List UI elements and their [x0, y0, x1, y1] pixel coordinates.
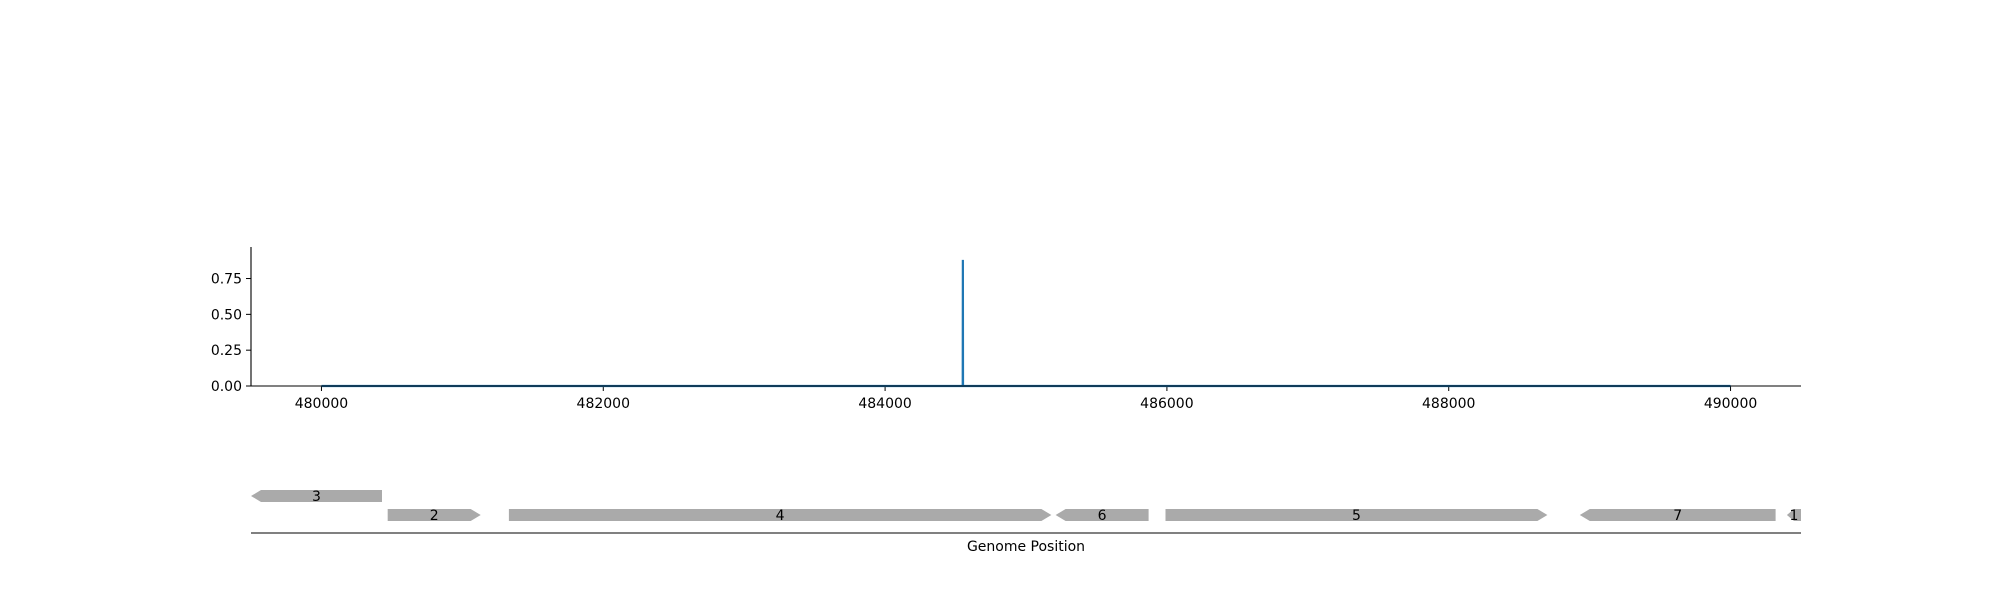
gene-label: 5: [1352, 508, 1361, 524]
x-tick-label: 486000: [1140, 396, 1193, 412]
x-tick-label: 482000: [577, 396, 630, 412]
gene-track-x-axis-label: Genome Position: [967, 539, 1085, 555]
gene-label: 2: [430, 508, 439, 524]
gene-arrow: [1786, 509, 1801, 521]
gene-label: 4: [776, 508, 785, 524]
coverage-plot: 0.00 0.25 0.50 0.75 480000 482000 484000 48600…: [211, 247, 1801, 412]
gene-label: 1: [1790, 508, 1799, 524]
gene-label: 7: [1673, 508, 1682, 524]
y-tick-label: 0.00: [211, 379, 242, 395]
gene-arrow: [1165, 509, 1548, 521]
gene-arrow: [1055, 509, 1149, 521]
y-tick-label: 0.75: [211, 272, 242, 288]
gene-arrows: 3 2 4 6 5 7 1: [251, 489, 1801, 524]
gene-arrow: [1579, 509, 1776, 521]
coverage-series-line: [321, 259, 1731, 388]
x-axis-ticks: 480000 482000 484000 486000 488000 490000: [295, 386, 1757, 412]
y-tick-label: 0.50: [211, 307, 242, 323]
gene-arrow: [508, 509, 1052, 521]
gene-label: 3: [312, 489, 321, 505]
gene-label: 6: [1098, 508, 1107, 524]
gene-arrow: [251, 490, 382, 502]
x-tick-label: 490000: [1704, 396, 1757, 412]
gene-arrow: [387, 509, 481, 521]
x-tick-label: 480000: [295, 396, 348, 412]
x-tick-label: 488000: [1422, 396, 1475, 412]
y-tick-label: 0.25: [211, 343, 242, 359]
x-tick-label: 484000: [858, 396, 911, 412]
y-axis-ticks: 0.00 0.25 0.50 0.75: [211, 272, 251, 395]
gene-track: 3 2 4 6 5 7 1 Genome Position: [251, 489, 1801, 555]
